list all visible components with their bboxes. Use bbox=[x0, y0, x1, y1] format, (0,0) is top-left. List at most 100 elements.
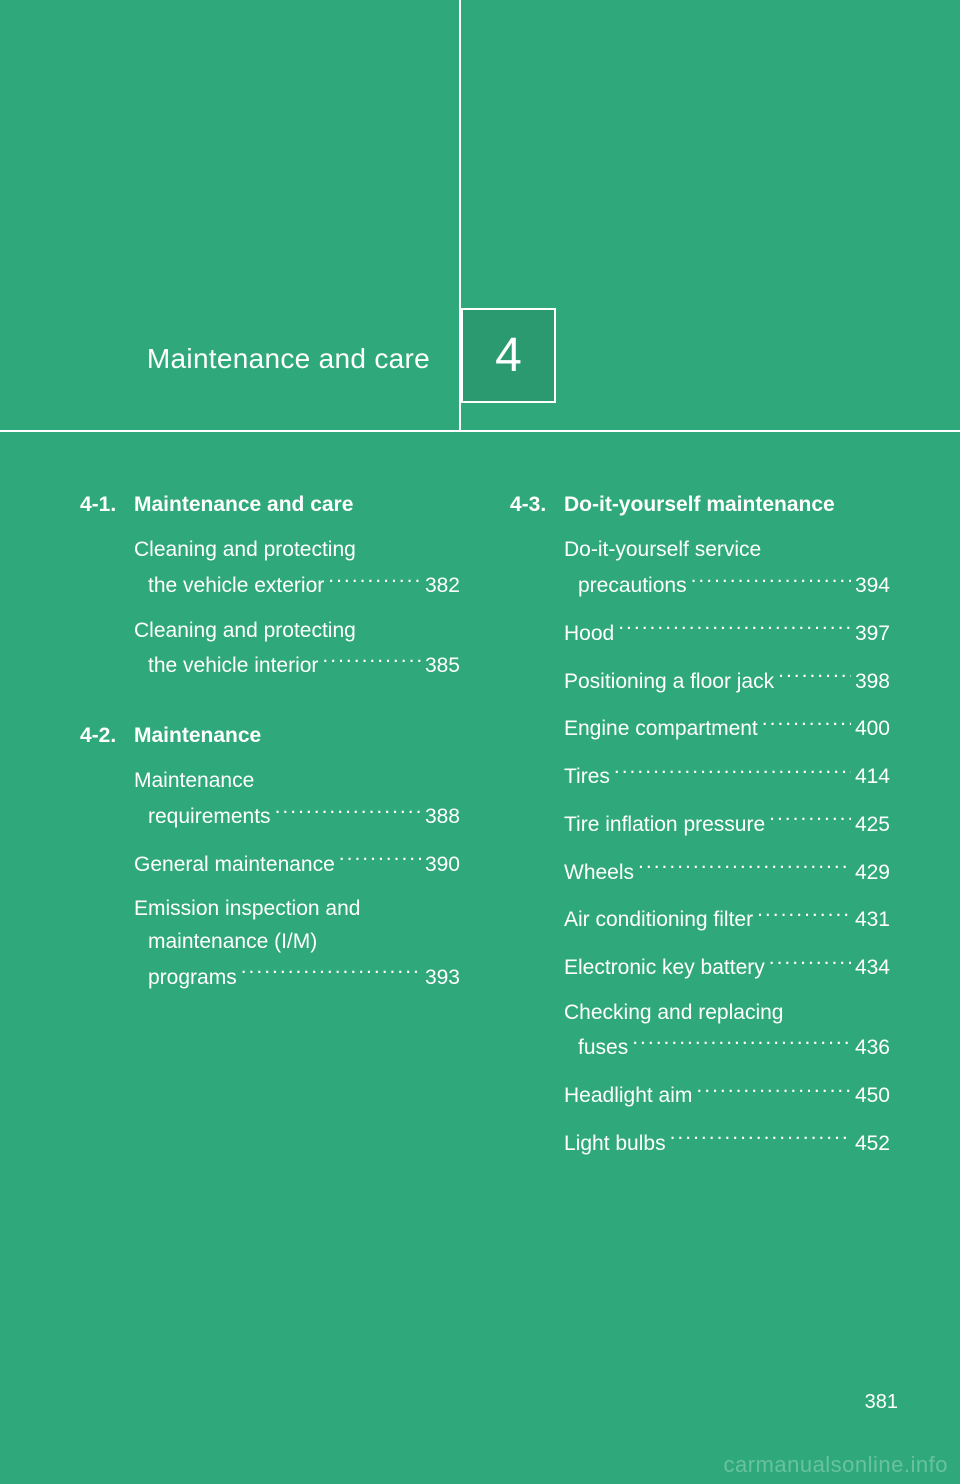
toc-section-heading: 4-3.Do-it-yourself maintenance bbox=[510, 490, 890, 520]
toc-entry-page: 382 bbox=[425, 570, 460, 603]
toc-leader-dots bbox=[762, 710, 851, 735]
toc-entry-text: Wheels bbox=[564, 857, 634, 890]
toc-section-number: 4-3. bbox=[510, 490, 564, 520]
toc-column-left: 4-1.Maintenance and care Cleaning and pro… bbox=[80, 490, 460, 1198]
chapter-number-box: 4 bbox=[461, 308, 556, 403]
toc-column-right: 4-3.Do-it-yourself maintenance Do-it-your… bbox=[510, 490, 890, 1198]
toc-entry[interactable]: General maintenance 390 bbox=[134, 846, 460, 882]
toc-entry-lastline: Light bulbs 452 bbox=[564, 1125, 890, 1161]
toc-entry[interactable]: Cleaning and protectingthe vehicle exter… bbox=[134, 534, 460, 602]
toc-section: 4-2.Maintenance Maintenancerequirements 38… bbox=[80, 721, 460, 994]
toc-entry-page: 394 bbox=[855, 570, 890, 603]
toc-entry-lastline: Electronic key battery 434 bbox=[564, 949, 890, 985]
toc-leader-dots bbox=[339, 846, 421, 871]
toc-entry[interactable]: Wheels 429 bbox=[564, 853, 890, 889]
toc-entry-page: 452 bbox=[855, 1128, 890, 1161]
toc-entry-text: Positioning a floor jack bbox=[564, 666, 774, 699]
toc-entry[interactable]: Electronic key battery 434 bbox=[564, 949, 890, 985]
toc-entry[interactable]: Tire inflation pressure 425 bbox=[564, 806, 890, 842]
toc-leader-dots bbox=[769, 806, 851, 831]
toc-columns: 4-1.Maintenance and care Cleaning and pro… bbox=[80, 490, 890, 1198]
toc-leader-dots bbox=[241, 959, 421, 984]
toc-entry-text: precautions bbox=[578, 570, 687, 603]
horizontal-rule bbox=[0, 430, 960, 432]
toc-entry-page: 434 bbox=[855, 952, 890, 985]
toc-section-heading: 4-1.Maintenance and care bbox=[80, 490, 460, 520]
toc-entry[interactable]: Do-it-yourself serviceprecautions 394 bbox=[564, 534, 890, 602]
toc-section-number: 4-2. bbox=[80, 721, 134, 751]
toc-entry-text: Tires bbox=[564, 761, 610, 794]
toc-leader-dots bbox=[632, 1029, 851, 1054]
toc-entry[interactable]: Light bulbs 452 bbox=[564, 1125, 890, 1161]
toc-entry-line: maintenance (I/M) bbox=[134, 926, 460, 959]
toc-leader-dots bbox=[670, 1125, 851, 1150]
toc-leader-dots bbox=[638, 853, 851, 878]
toc-entry-text: Engine compartment bbox=[564, 713, 758, 746]
chapter-number: 4 bbox=[495, 328, 522, 383]
toc-entry-page: 385 bbox=[425, 650, 460, 683]
toc-entry-lastline: fuses436 bbox=[564, 1029, 890, 1065]
toc-entry[interactable]: Cleaning and protectingthe vehicle inter… bbox=[134, 615, 460, 683]
toc-entry-page: 390 bbox=[425, 849, 460, 882]
toc-entry-text: Electronic key battery bbox=[564, 952, 765, 985]
toc-section-number: 4-1. bbox=[80, 490, 134, 520]
toc-entry[interactable]: Positioning a floor jack398 bbox=[564, 662, 890, 698]
toc-entry-page: 393 bbox=[425, 962, 460, 995]
toc-section-title: Maintenance and care bbox=[134, 490, 460, 520]
toc-entry-line: Checking and replacing bbox=[564, 997, 890, 1030]
toc-entry-line: Emission inspection and bbox=[134, 893, 460, 926]
watermark: carmanualsonline.info bbox=[723, 1452, 948, 1478]
toc-entry-lastline: Wheels 429 bbox=[564, 853, 890, 889]
toc-entry-page: 429 bbox=[855, 857, 890, 890]
toc-entry-lastline: General maintenance 390 bbox=[134, 846, 460, 882]
toc-entry[interactable]: Headlight aim450 bbox=[564, 1077, 890, 1113]
toc-entry-line: Cleaning and protecting bbox=[134, 615, 460, 648]
toc-entry-lastline: Tire inflation pressure 425 bbox=[564, 806, 890, 842]
toc-entry-lastline: requirements 388 bbox=[134, 798, 460, 834]
toc-entry-text: Tire inflation pressure bbox=[564, 809, 765, 842]
toc-leader-dots bbox=[769, 949, 851, 974]
toc-entry-line: Maintenance bbox=[134, 765, 460, 798]
toc-entry-lastline: Tires 414 bbox=[564, 758, 890, 794]
toc-entry-text: requirements bbox=[148, 801, 271, 834]
toc-entry-text: programs bbox=[148, 962, 237, 995]
toc-entry-text: Air conditioning filter bbox=[564, 904, 753, 937]
toc-entry-lastline: Headlight aim450 bbox=[564, 1077, 890, 1113]
toc-entry-lastline: Positioning a floor jack398 bbox=[564, 662, 890, 698]
toc-entry-lastline: precautions 394 bbox=[564, 567, 890, 603]
toc-section-heading: 4-2.Maintenance bbox=[80, 721, 460, 751]
toc-entry-page: 388 bbox=[425, 801, 460, 834]
toc-entry-lastline: the vehicle exterior 382 bbox=[134, 567, 460, 603]
toc-entry-page: 397 bbox=[855, 618, 890, 651]
toc-entry-text: fuses bbox=[578, 1032, 628, 1065]
toc-entry[interactable]: Checking and replacingfuses436 bbox=[564, 997, 890, 1065]
toc-entry-page: 414 bbox=[855, 761, 890, 794]
toc-entry-text: General maintenance bbox=[134, 849, 335, 882]
toc-entry-line: Do-it-yourself service bbox=[564, 534, 890, 567]
toc-section: 4-3.Do-it-yourself maintenance Do-it-your… bbox=[510, 490, 890, 1160]
toc-entry[interactable]: Air conditioning filter 431 bbox=[564, 901, 890, 937]
toc-leader-dots bbox=[618, 615, 851, 640]
toc-entry-page: 431 bbox=[855, 904, 890, 937]
toc-entry[interactable]: Tires 414 bbox=[564, 758, 890, 794]
toc-entry[interactable]: Hood 397 bbox=[564, 615, 890, 651]
chapter-title: Maintenance and care bbox=[0, 343, 430, 375]
toc-leader-dots bbox=[691, 567, 851, 592]
toc-leader-dots bbox=[696, 1077, 851, 1102]
toc-leader-dots bbox=[322, 647, 421, 672]
toc-entry-text: Hood bbox=[564, 618, 614, 651]
toc-entry-page: 400 bbox=[855, 713, 890, 746]
toc-entry-text: the vehicle interior bbox=[148, 650, 318, 683]
toc-entry-lastline: programs 393 bbox=[134, 959, 460, 995]
toc-entry-lastline: Engine compartment 400 bbox=[564, 710, 890, 746]
toc-entry-text: the vehicle exterior bbox=[148, 570, 324, 603]
toc-entry[interactable]: Engine compartment 400 bbox=[564, 710, 890, 746]
toc-leader-dots bbox=[275, 798, 421, 823]
toc-entry-lastline: Hood 397 bbox=[564, 615, 890, 651]
toc-leader-dots bbox=[778, 662, 851, 687]
toc-entry-text: Light bulbs bbox=[564, 1128, 666, 1161]
toc-entry-page: 425 bbox=[855, 809, 890, 842]
toc-leader-dots bbox=[757, 901, 851, 926]
toc-entry[interactable]: Emission inspection andmaintenance (I/M)… bbox=[134, 893, 460, 994]
toc-entry[interactable]: Maintenancerequirements 388 bbox=[134, 765, 460, 833]
